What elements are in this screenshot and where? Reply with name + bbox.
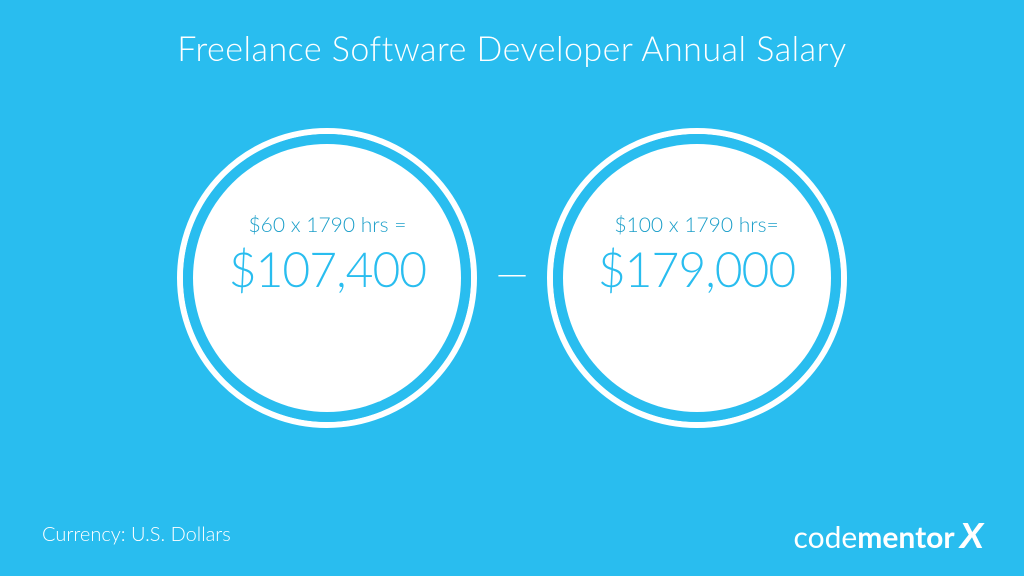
circle-outer-ring: $100 x 1790 hrs= $179,000	[547, 128, 847, 428]
salary-range-row: $60 x 1790 hrs = $107,400 — $100 x 1790 …	[0, 128, 1024, 428]
brand-text-code: code	[794, 519, 858, 555]
page-title: Freelance Software Developer Annual Sala…	[0, 28, 1024, 69]
currency-note: Currency: U.S. Dollars	[42, 522, 231, 546]
brand-text-x: X	[959, 515, 983, 556]
range-separator-dash: —	[477, 247, 546, 297]
low-salary-circle: $60 x 1790 hrs = $107,400	[177, 128, 477, 428]
circle-gap: $60 x 1790 hrs = $107,400	[183, 134, 471, 422]
low-amount-text: $107,400	[229, 241, 426, 298]
circle-outer-ring: $60 x 1790 hrs = $107,400	[177, 128, 477, 428]
infographic-canvas: Freelance Software Developer Annual Sala…	[0, 0, 1024, 576]
brand-logo: codementor X	[794, 515, 982, 556]
high-formula-text: $100 x 1790 hrs=	[614, 212, 778, 237]
brand-text-mentor: mentor	[857, 519, 954, 555]
circle-gap: $100 x 1790 hrs= $179,000	[553, 134, 841, 422]
circle-inner-fill: $60 x 1790 hrs = $107,400	[193, 144, 461, 412]
circle-inner-fill: $100 x 1790 hrs= $179,000	[563, 144, 831, 412]
high-salary-circle: $100 x 1790 hrs= $179,000	[547, 128, 847, 428]
low-formula-text: $60 x 1790 hrs =	[249, 212, 407, 237]
high-amount-text: $179,000	[598, 241, 795, 298]
